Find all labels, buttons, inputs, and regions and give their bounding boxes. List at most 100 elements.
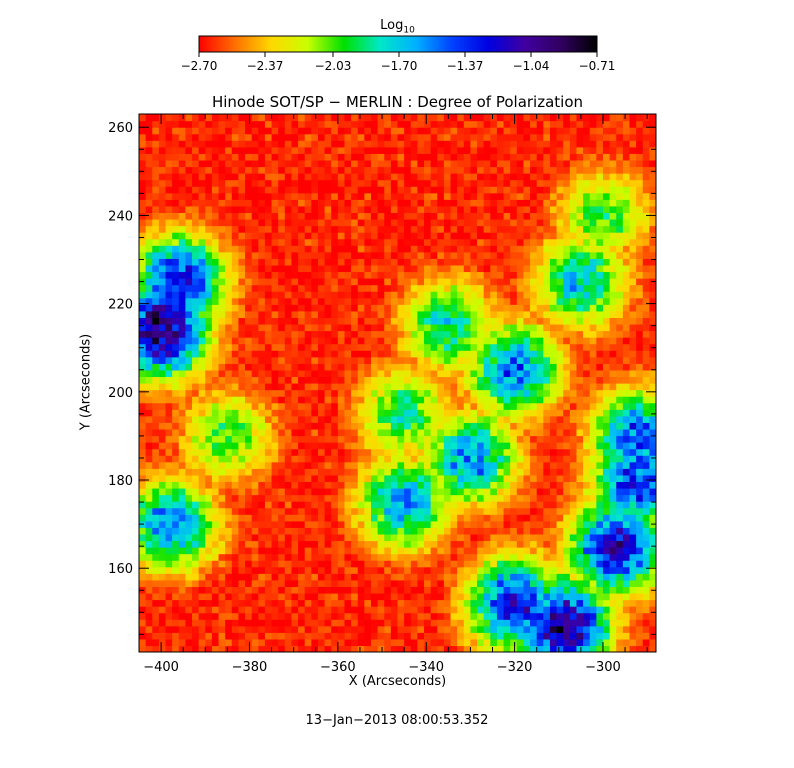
heatmap-cell [470, 533, 478, 542]
heatmap-cell [424, 271, 432, 279]
heatmap-cell [231, 592, 240, 601]
heatmap-cell [145, 337, 153, 345]
heatmap-cell [397, 481, 405, 489]
heatmap-cell [370, 455, 379, 463]
heatmap-cell [629, 376, 637, 384]
heatmap-cell [483, 514, 491, 522]
heatmap-cell [264, 461, 273, 469]
heatmap-cell [437, 278, 445, 286]
heatmap-cell [211, 638, 220, 647]
heatmap-cell [556, 573, 564, 581]
heatmap-cell [278, 376, 286, 384]
heatmap-cell [602, 487, 611, 496]
heatmap-cell [225, 291, 233, 299]
heatmap-cell [496, 481, 505, 489]
heatmap-cell [145, 264, 153, 273]
heatmap-cell [536, 625, 544, 633]
heatmap-cell [523, 592, 531, 601]
heatmap-cell [616, 278, 624, 286]
heatmap-cell [245, 383, 253, 391]
heatmap-cell [496, 566, 505, 574]
heatmap-cell [410, 468, 418, 476]
heatmap-cell [370, 566, 379, 574]
heatmap-cell [424, 415, 432, 423]
heatmap-cell [337, 238, 346, 246]
heatmap-cell [284, 245, 293, 253]
heatmap-cell [443, 560, 452, 568]
heatmap-cell [410, 599, 418, 607]
heatmap-cell [192, 251, 200, 259]
heatmap-cell [165, 271, 173, 279]
heatmap-cell [636, 632, 644, 640]
heatmap-cell [510, 625, 518, 633]
heatmap-cell [298, 409, 306, 417]
heatmap-cell [172, 520, 180, 528]
heatmap-cell [477, 612, 485, 620]
heatmap-cell [284, 337, 293, 345]
heatmap-cell [192, 487, 200, 496]
heatmap-cell [490, 599, 498, 607]
heatmap-cell [370, 468, 379, 476]
heatmap-cell [629, 258, 637, 266]
heatmap-cell [357, 323, 365, 332]
heatmap-cell [477, 586, 485, 594]
heatmap-cell [145, 422, 153, 430]
heatmap-cell [145, 297, 153, 305]
heatmap-cell [609, 428, 617, 437]
heatmap-cell [583, 638, 591, 647]
heatmap-cell [536, 422, 544, 430]
heatmap-cell [251, 573, 259, 581]
heatmap-cell [443, 507, 452, 515]
heatmap-cell [430, 376, 438, 384]
heatmap-cell [490, 435, 498, 443]
heatmap-cell [231, 461, 240, 469]
heatmap-cell [450, 356, 458, 364]
heatmap-cell [510, 323, 518, 332]
heatmap-cell [225, 251, 233, 259]
heatmap-cell [477, 369, 485, 378]
heatmap-cell [178, 343, 186, 351]
heatmap-cell [424, 264, 432, 273]
heatmap-cell [158, 461, 167, 469]
heatmap-cell [602, 369, 611, 378]
heatmap-cell [609, 507, 617, 515]
heatmap-cell [172, 350, 180, 358]
heatmap-cell [344, 415, 352, 423]
heatmap-cell [304, 330, 312, 338]
heatmap-cell [185, 494, 193, 502]
heatmap-cell [364, 323, 372, 332]
heatmap-cell [417, 520, 425, 528]
heatmap-cell [404, 625, 412, 633]
heatmap-cell [549, 350, 558, 358]
heatmap-cell [430, 632, 438, 640]
heatmap-cell [185, 245, 193, 253]
heatmap-cell [583, 363, 591, 371]
heatmap-cell [569, 317, 578, 325]
heatmap-cell [523, 560, 531, 568]
heatmap-cell [556, 310, 564, 318]
heatmap-cell [165, 422, 173, 430]
heatmap-cell [450, 632, 458, 640]
heatmap-cell [304, 474, 312, 483]
heatmap-cell [145, 573, 153, 581]
heatmap-cell [278, 579, 286, 587]
heatmap-cell [649, 396, 656, 404]
heatmap-cell [185, 297, 193, 305]
heatmap-cell [556, 448, 564, 456]
heatmap-cell [192, 317, 200, 325]
heatmap-cell [218, 586, 226, 594]
heatmap-cell [152, 428, 160, 437]
heatmap-cell [397, 448, 405, 456]
heatmap-cell [622, 251, 631, 259]
heatmap-cell [437, 350, 445, 358]
heatmap-cell [198, 343, 206, 351]
heatmap-cell [205, 278, 213, 286]
heatmap-cell [370, 284, 379, 292]
heatmap-cell [609, 251, 617, 259]
heatmap-cell [298, 514, 306, 522]
heatmap-cell [165, 442, 173, 450]
heatmap-cell [569, 284, 578, 292]
heatmap-cell [152, 632, 160, 640]
heatmap-cell [490, 389, 498, 397]
heatmap-cell [636, 560, 644, 568]
